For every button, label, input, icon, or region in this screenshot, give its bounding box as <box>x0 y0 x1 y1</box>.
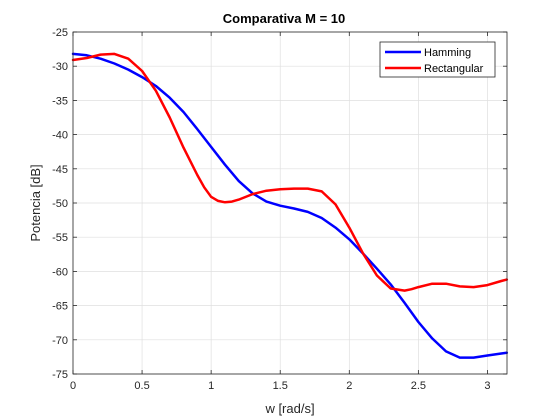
y-tick-label: -70 <box>52 335 68 347</box>
chart-title: Comparativa M = 10 <box>223 11 345 26</box>
y-tick-label: -75 <box>52 369 68 381</box>
x-tick-labels: 0 0.5 1 1.5 2 2.5 3 <box>70 380 491 392</box>
series-line-rectangular <box>71 52 509 292</box>
legend: Hamming Rectangular <box>379 41 496 78</box>
series-layer <box>71 52 509 359</box>
y-tick-label: -45 <box>52 164 68 176</box>
y-tick-label: -40 <box>52 130 68 142</box>
x-tick-label: 0.5 <box>134 380 149 392</box>
y-tick-label: -50 <box>52 198 68 210</box>
plot-area <box>71 31 509 375</box>
x-axis-label: w [rad/s] <box>264 401 314 416</box>
x-tick-label: 1 <box>208 380 214 392</box>
y-tick-label: -65 <box>52 301 68 313</box>
y-tick-label: -35 <box>52 95 68 107</box>
x-tick-label: 1.5 <box>273 380 288 392</box>
y-tick-label: -55 <box>52 232 68 244</box>
legend-box <box>379 41 496 78</box>
tick-marks <box>72 31 507 375</box>
y-tick-label: -30 <box>52 61 68 73</box>
legend-label-hamming: Hamming <box>424 47 471 59</box>
series-line-hamming <box>71 52 509 359</box>
x-tick-label: 3 <box>484 380 490 392</box>
x-tick-label: 2 <box>346 380 352 392</box>
legend-label-rectangular: Rectangular <box>424 63 484 75</box>
y-tick-labels: -75 -70 -65 -60 -55 -50 -45 -40 -35 -30 -25 <box>52 27 68 381</box>
y-tick-label: -25 <box>52 27 68 39</box>
x-tick-label: 0 <box>70 380 76 392</box>
x-tick-label: 2.5 <box>411 380 426 392</box>
y-axis-label: Potencia [dB] <box>28 164 43 241</box>
y-tick-label: -60 <box>52 266 68 278</box>
